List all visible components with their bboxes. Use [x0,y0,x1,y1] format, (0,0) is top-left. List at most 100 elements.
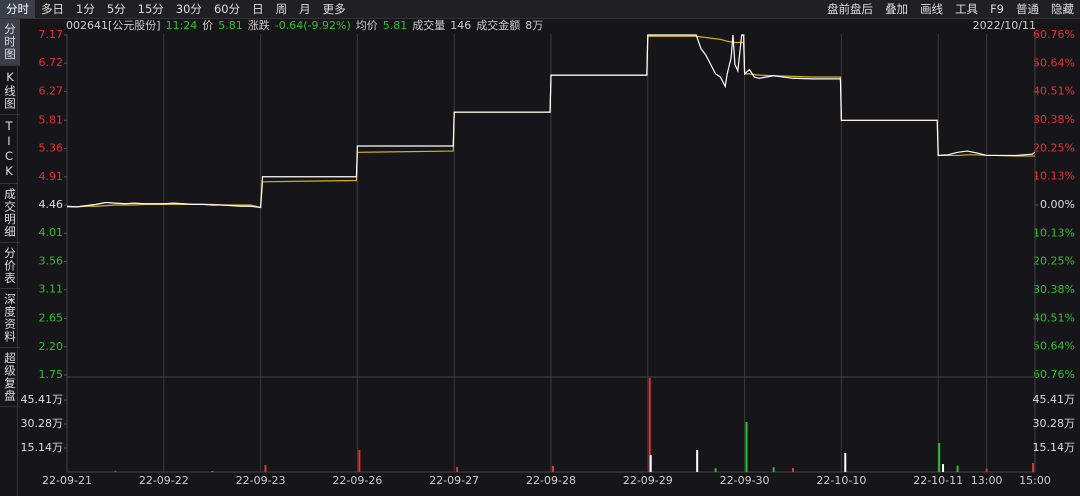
volume-bar [1032,462,1035,472]
toolbar-tab[interactable]: 分时 [0,0,35,18]
label: 价 [202,19,214,32]
side-tab[interactable]: 深度资料 [0,289,20,348]
x-tick-label: 22-09-28 [526,474,576,487]
volume-bar [456,466,459,472]
y-tick-label: 4.46 [39,198,64,211]
date: 2022/10/11 [972,19,1036,32]
info-bar: 002641[公元股份] 11:24 价 5.81 涨跌 -0.64(-9.92… [66,19,1036,33]
change: -0.64(-9.92%) [274,19,351,32]
y-tick-label: 1.75 [39,368,64,381]
y2-tick-label: 30.38% [1033,113,1075,126]
x-tick-label: 22-09-22 [139,474,189,487]
y-tick-label: 2.20 [39,340,64,353]
volume-bar [938,442,941,472]
y-tick-label: 45.41万 [21,393,64,406]
volume-bar [696,449,699,472]
y2-tick-label: 50.64% [1033,340,1075,353]
y-tick-label: 5.81 [39,113,64,126]
toolbar-button[interactable]: F9 [990,2,1004,16]
y-tick-label: 7.17 [39,28,64,41]
toolbar-tab[interactable]: 月 [299,2,311,16]
toolbar-button[interactable]: 普通 [1016,2,1039,16]
toolbar-tab[interactable]: 多日 [41,2,64,16]
volume-bar [551,465,554,472]
y-tick-label: 6.72 [39,56,64,69]
volume-bar [648,378,651,472]
y-tick-label: 4.01 [39,226,64,239]
sidebar: 分时图 K线图 TICK 成交明细 分价表 深度资料 超级复盘 [0,19,20,496]
label: 涨跌 [247,19,270,32]
y-tick-label: 5.36 [39,142,64,155]
x-tick-label: 22-09-26 [332,474,382,487]
y2-tick-label: 30.38% [1033,283,1075,296]
x-tick-label: 22-10-11 [913,474,963,487]
y2-tick-label: 40.51% [1033,311,1075,324]
toolbar-button[interactable]: 叠加 [885,2,909,16]
y-tick-label: 4.91 [39,170,64,183]
toolbar-button[interactable]: 工具 [955,2,979,16]
toolbar-tab[interactable]: 1分 [76,2,95,16]
y2-tick-label: 45.41万 [1033,393,1076,406]
side-tab[interactable]: TICK [0,115,18,184]
x-tick-label: 22-09-23 [236,474,286,487]
y2-tick-label: 20.25% [1033,255,1075,268]
toolbar-tab[interactable]: 15分 [137,2,164,16]
y2-tick-label: 50.64% [1033,56,1075,69]
x-tick-label: 22-10-10 [816,474,866,487]
x-tick-label: 22-09-30 [720,474,770,487]
volume-bar [772,467,775,472]
side-tab[interactable]: K线图 [0,66,20,115]
toolbar-tab[interactable]: 日 [252,2,264,16]
volume-bar [844,452,847,472]
volume-bar [985,468,988,472]
volume-bar [211,471,214,472]
y2-tick-label: 40.51% [1033,85,1075,98]
side-tab[interactable]: 超级复盘 [0,348,20,407]
volume-bar [956,465,959,472]
y-tick-label: 15.14万 [21,441,64,454]
x-tick-label: 13:00 [971,474,1003,487]
y-tick-label: 3.11 [39,283,64,296]
toolbar-tab[interactable]: 更多 [322,2,346,16]
price: 5.81 [218,19,243,32]
toolbar: 分时 多日 1分 5分 15分 30分 60分日周月更多 盘前盘后 叠加 画线 工具 F9 普通 隐藏 [0,0,1080,19]
label: 成交金额 [476,19,521,32]
y2-tick-label: 20.25% [1033,141,1075,154]
x-tick-label: 22-09-21 [42,474,92,487]
price-line [66,34,1036,209]
side-tab[interactable]: 分价表 [0,243,20,289]
x-tick-label: 22-09-29 [623,474,673,487]
volume-bar [358,449,361,472]
volume-bar [714,468,717,472]
toolbar-button[interactable]: 盘前盘后 [827,2,874,16]
y-tick-label: 30.28万 [21,417,64,430]
toolbar-button[interactable]: 画线 [920,2,944,16]
volume: 146 [450,19,472,32]
y-tick-label: 6.27 [39,84,64,97]
toolbar-tab[interactable]: 30分 [175,2,202,16]
y2-tick-label: 10.13% [1033,226,1075,239]
time: 11:24 [165,19,198,32]
side-tab[interactable]: 成交明细 [0,184,20,243]
volume-bar [264,465,267,472]
toolbar-tab[interactable]: 60分 [213,2,241,16]
y-tick-label: 3.56 [39,254,64,267]
toolbar-tab[interactable]: 5分 [106,2,126,16]
volume-bar [114,470,117,472]
y2-tick-label: 0.00% [1040,198,1075,211]
label: 成交量 [412,19,446,32]
y2-tick-label: 60.76% [1033,28,1075,41]
volume-bar [745,422,748,472]
toolbar-tab[interactable]: 周 [275,2,288,16]
volume-bar [792,468,794,472]
x-tick-label: 15:00 [1019,474,1051,487]
avg-price: 5.81 [382,19,408,32]
toolbar-button[interactable]: 隐藏 [1051,2,1074,16]
x-tick-label: 22-09-27 [429,474,479,487]
volume-bar [942,464,945,472]
label: 均价 [355,19,378,32]
y2-tick-label: 10.13% [1033,170,1075,183]
side-tab[interactable]: 分时图 [0,19,20,66]
